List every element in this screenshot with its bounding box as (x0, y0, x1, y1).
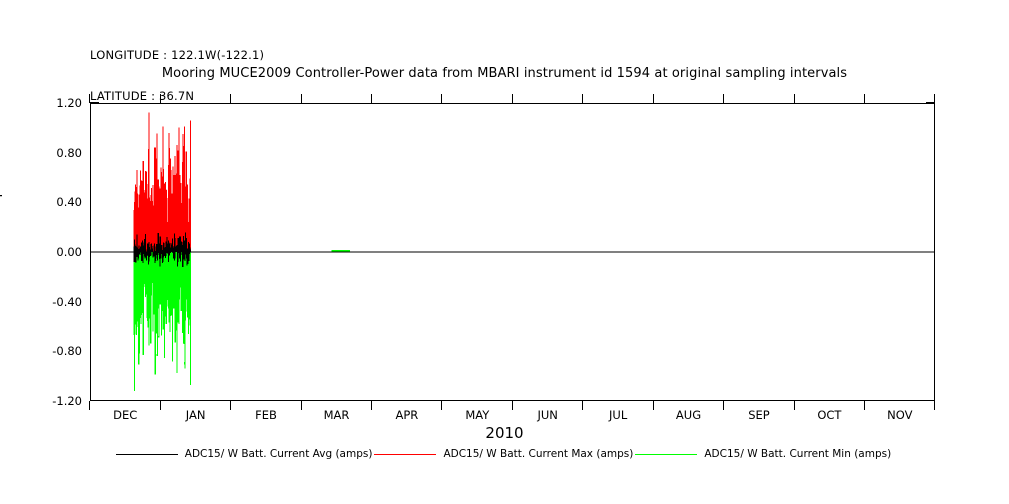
x-tick-label: APR (395, 408, 419, 422)
y-tick-label: 1.20 (56, 96, 82, 110)
x-tick-top (300, 94, 302, 103)
y-tick-label: -0.40 (52, 294, 82, 309)
series-line-min (91, 251, 934, 391)
x-tick (863, 401, 865, 410)
x-tick (652, 401, 654, 410)
x-tick-label: AUG (675, 408, 702, 422)
x-tick-label: DEC (113, 408, 138, 422)
legend-label: ADC15/ W Batt. Current Min (amps) (704, 448, 892, 460)
x-tick (230, 401, 232, 410)
legend-item[interactable]: ADC15/ W Batt. Current Avg (amps) (115, 448, 375, 460)
x-tick-top (230, 94, 232, 103)
x-tick (582, 401, 584, 410)
x-tick (159, 401, 161, 410)
legend-label: ADC15/ W Batt. Current Max (amps) (443, 448, 634, 460)
chart-legend: ADC15/ W Batt. Current Avg (amps) ADC15/ … (0, 448, 1009, 460)
legend-item[interactable]: ADC15/ W Batt. Current Min (amps) (635, 448, 893, 460)
x-tick (723, 401, 725, 410)
x-tick (300, 401, 302, 410)
y-tick-major (90, 102, 99, 104)
x-tick-top (371, 94, 373, 103)
x-tick-label: MAR (323, 408, 350, 422)
x-tick (371, 401, 373, 410)
legend-swatch-icon (635, 453, 698, 455)
x-tick (793, 401, 795, 410)
x-tick-top (652, 94, 654, 103)
longitude-line: LONGITUDE : 122.1W(-122.1) (90, 48, 265, 62)
x-tick (511, 401, 513, 410)
x-tick-label: OCT (817, 408, 842, 422)
legend-item[interactable]: ADC15/ W Batt. Current Max (amps) (374, 448, 635, 460)
x-tick (89, 401, 91, 410)
y-tick-label: 0.00 (56, 245, 82, 259)
x-tick-label: SEP (748, 408, 770, 422)
x-tick-label: JUN (537, 408, 558, 422)
plot-clip (91, 104, 934, 400)
y-tick-label: -1.20 (52, 394, 82, 408)
y-tick-label: 0.40 (56, 195, 82, 210)
x-axis-label: 2010 (485, 424, 524, 442)
x-tick-top (934, 94, 936, 103)
x-tick-label: NOV (887, 408, 913, 422)
legend-swatch-icon (115, 453, 178, 455)
y-tick-label: -0.80 (52, 344, 82, 359)
y-tick-label: 0.80 (56, 145, 82, 160)
x-tick-top (159, 94, 161, 103)
x-tick-top (863, 94, 865, 103)
x-tick-top (582, 94, 584, 103)
series-line-max (91, 112, 934, 253)
x-tick-label: MAY (465, 408, 490, 422)
x-tick-label: FEB (255, 408, 277, 422)
y-tick-major-right (926, 102, 935, 104)
plot-area (90, 103, 935, 401)
x-tick-label: JAN (185, 408, 206, 422)
x-tick (441, 401, 443, 410)
x-tick-top (89, 94, 91, 103)
legend-swatch-icon (374, 453, 437, 455)
legend-label: ADC15/ W Batt. Current Avg (amps) (184, 448, 373, 460)
x-tick-top (793, 94, 795, 103)
chart-title: Mooring MUCE2009 Controller-Power data f… (161, 66, 848, 81)
latitude-line: LATITUDE : 36.7N (90, 88, 195, 103)
series-line-avg (91, 232, 934, 267)
data-series-group (91, 112, 934, 391)
x-tick-top (723, 94, 725, 103)
x-tick-label: JUL (609, 408, 628, 422)
x-tick-top (511, 94, 513, 103)
y-axis-label: amps (0, 182, 3, 218)
x-tick-top (441, 94, 443, 103)
x-tick (934, 401, 936, 410)
